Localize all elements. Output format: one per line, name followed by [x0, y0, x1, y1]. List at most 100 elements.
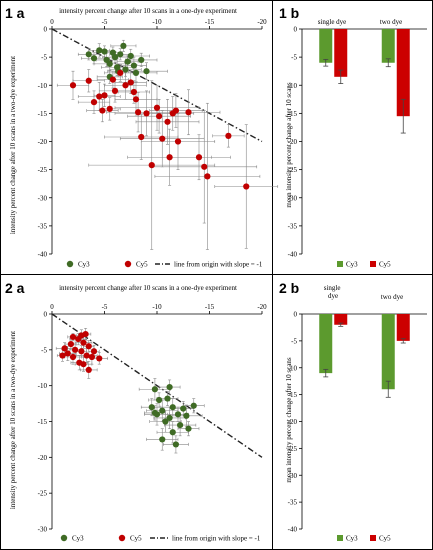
x-tick-label: -5 [102, 303, 108, 311]
cy5-marker [153, 104, 161, 111]
legend-1b: Cy3 Cy5 [337, 261, 391, 269]
x-tick-label: -5 [102, 18, 108, 26]
cy3-bar [319, 29, 333, 63]
cy5-marker [225, 132, 232, 139]
y-tick-label: -10 [38, 382, 48, 390]
cy5-marker [185, 109, 192, 116]
cy5-marker [99, 107, 106, 114]
y-tick-label: -25 [38, 490, 48, 498]
legend-cy5-label: Cy5 [130, 535, 142, 543]
cy5-marker [127, 79, 134, 86]
cy5-bar [396, 314, 410, 341]
category-label-two-dye: two dye [380, 18, 402, 26]
cy5-marker [159, 135, 166, 142]
x-axis-title: intensity percent change after 10 scans … [59, 7, 237, 15]
cy5-marker [101, 92, 108, 99]
legend-line-label: line from origin with slope = -1 [172, 535, 261, 543]
cy5-marker [106, 105, 113, 112]
cy5-marker [78, 332, 85, 339]
y-tick-label: -10 [38, 82, 48, 90]
cy5-marker [135, 109, 142, 116]
cy5-marker [80, 339, 87, 346]
legend-2a: Cy3 Cy5 line from origin with slope = -1 [60, 534, 261, 543]
cy3-marker [106, 60, 113, 67]
cy3-marker [120, 42, 127, 49]
cy3-marker [143, 68, 150, 75]
plot-area-2a: 0 -5 -10 -15 -20 0 -5 -10 -15 -20 -25 -30 [38, 303, 268, 534]
cy3-marker [124, 58, 131, 65]
cy3-marker [177, 421, 184, 429]
cy5-marker [243, 183, 250, 190]
x-axis-title: intensity percent change after 10 scans … [59, 284, 237, 292]
y-tick-label: -40 [288, 251, 298, 259]
cy5-marker [96, 93, 103, 100]
plot-area-1a: 0 -5 -10 -15 -20 0 -5 -10 -15 -20 -25 -30 -35 -40 [38, 18, 279, 259]
y-tick-label: -35 [288, 499, 298, 507]
cy3-marker [130, 62, 137, 69]
cy3-marker [151, 386, 158, 393]
cy5-marker [80, 361, 87, 368]
cy5-marker [85, 343, 92, 350]
cy3-marker [132, 69, 140, 76]
panel-label-1b: 1 b [279, 5, 299, 21]
legend-1a: Cy3 Cy5 line from origin with slope = -1 [66, 260, 263, 269]
cy5-marker [156, 113, 163, 120]
cy3-marker [169, 404, 176, 411]
y-tick-label: -15 [38, 418, 48, 426]
cy3-marker [166, 414, 173, 422]
cy5-marker [59, 352, 66, 359]
cy3-marker [156, 396, 163, 404]
cy5-marker [67, 341, 74, 348]
x-tick-label: -10 [152, 18, 162, 26]
cy5-marker [148, 162, 155, 169]
legend-cy5-label: Cy5 [379, 261, 391, 269]
cy3-bar [381, 29, 395, 63]
y-tick-label: -5 [41, 54, 47, 62]
x-tick-label: -20 [257, 303, 267, 311]
y-axis-title: mean intensity percent change after 10 s… [285, 357, 293, 482]
panel-label-1a: 1 a [5, 5, 25, 21]
y-tick-label: -5 [41, 346, 47, 354]
y-tick-label: -30 [38, 194, 48, 202]
legend-cy5-label: Cy5 [136, 261, 148, 269]
cy3-marker [166, 384, 173, 391]
y-tick-label: -30 [288, 194, 298, 202]
plot-area-1b: 0 -5 -10 -15 -20 -25 -30 -35 -40 [288, 26, 427, 259]
category-label-single-dye: single dye [324, 284, 342, 300]
y-tick-label: -25 [288, 445, 298, 453]
cy5-marker [201, 163, 208, 170]
y-tick-label: -40 [38, 251, 48, 259]
cy3-marker [169, 429, 176, 436]
cy3-marker [174, 411, 182, 418]
cy5-marker [195, 154, 203, 161]
panel-label-2b: 2 b [279, 280, 299, 296]
legend-cy3-label: Cy3 [346, 535, 358, 543]
x-tick-label: -10 [152, 303, 162, 311]
category-label-single-dye: single dye [318, 18, 347, 26]
cy3-marker [183, 412, 190, 419]
cy5-marker [130, 88, 137, 96]
cy5-marker [164, 118, 171, 125]
legend-cy3-marker [60, 534, 68, 542]
y-tick-label: -30 [38, 526, 48, 534]
legend-line-label: line from origin with slope = -1 [174, 261, 263, 269]
cy5-marker [85, 366, 92, 373]
y-axis-title: mean intensity percent change after 10 s… [285, 82, 293, 207]
cy3-bar [381, 314, 395, 390]
cy3-marker [151, 409, 158, 416]
legend-2b: Cy3 Cy5 [337, 535, 391, 543]
y-axis-title: intensity percent change after 10 scans … [9, 331, 17, 509]
y-tick-label: -5 [291, 337, 297, 345]
cy5-marker [109, 76, 116, 83]
y-tick-label: 0 [294, 26, 298, 34]
cy5-marker [96, 355, 103, 362]
cy5-marker [174, 138, 182, 145]
legend-cy5-marker [124, 260, 132, 268]
cy5-marker [204, 173, 211, 180]
x-tick-label: -15 [205, 303, 215, 311]
y-tick-label: -20 [288, 138, 298, 146]
cy5-marker [85, 77, 92, 84]
chart-2b: 2 b mean intensity percent change after … [279, 280, 427, 543]
cy5-marker [69, 333, 77, 341]
